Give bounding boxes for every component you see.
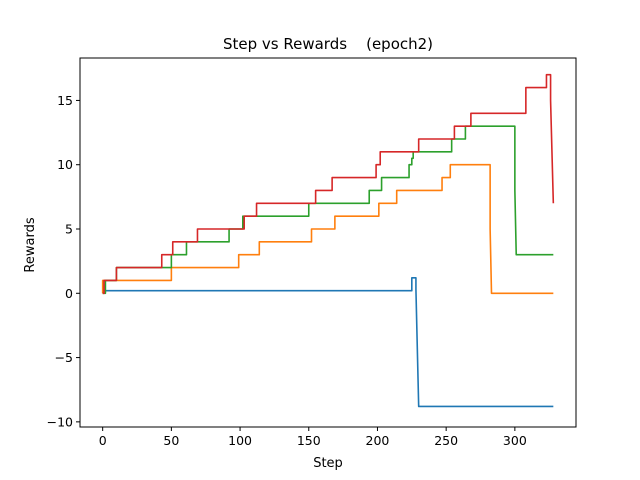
y-axis-label: Rewards [23,217,38,272]
y-ticks: −10 −5 0 5 10 15 [47,93,80,429]
series-line-2 [101,163,554,295]
y-tick-label: −10 [47,414,73,429]
y-tick-label: 15 [57,93,73,108]
x-tick-label: 0 [99,433,107,448]
x-tick-label: 250 [434,433,458,448]
x-tick-label: 150 [297,433,321,448]
y-tick-label: −5 [55,350,73,365]
series-line-4 [102,73,555,295]
series-line-1 [102,277,554,408]
x-axis-label: Step [313,456,343,471]
x-tick-label: 100 [228,433,252,448]
x-tick-label: 200 [366,433,390,448]
y-tick-label: 10 [57,157,73,172]
series-line-3 [102,125,554,295]
chart-title: Step vs Rewards (epoch2) [223,35,433,53]
series-layer [101,73,555,408]
x-ticks: 0 50 100 150 200 250 300 [99,427,527,448]
x-tick-label: 50 [163,433,179,448]
x-tick-label: 300 [503,433,527,448]
y-tick-label: 0 [65,286,73,301]
plot-frame [79,57,577,428]
y-tick-label: 5 [65,222,73,237]
